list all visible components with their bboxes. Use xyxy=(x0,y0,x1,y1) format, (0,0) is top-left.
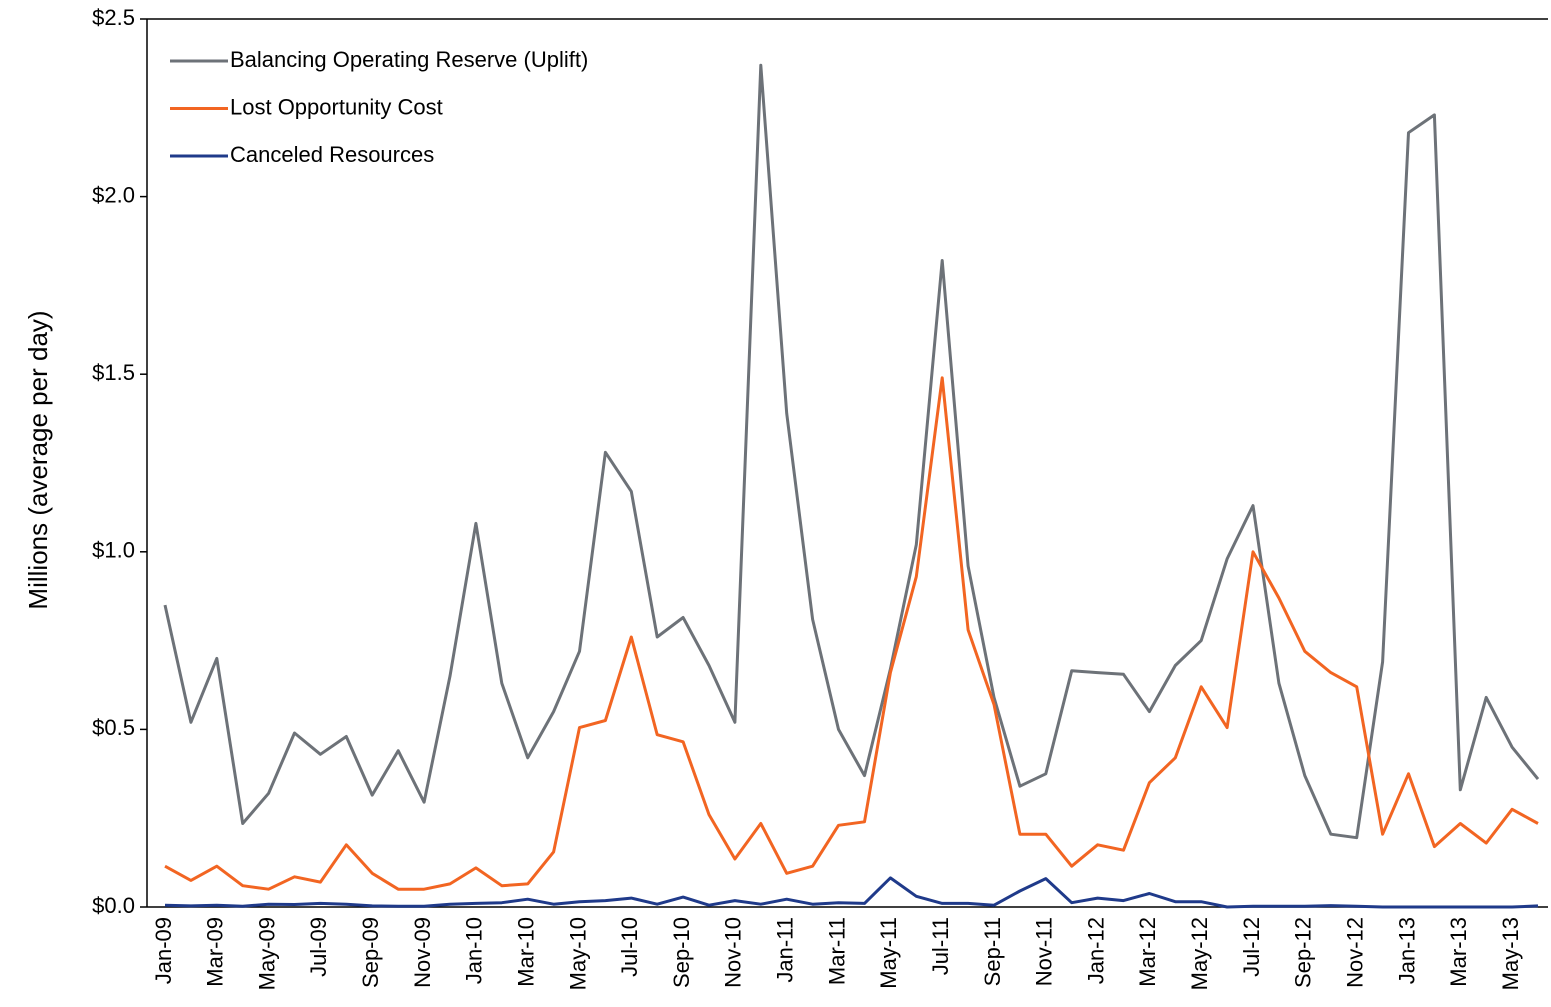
x-tick-label: Jan-11 xyxy=(773,917,798,983)
x-tick-label: Jul-09 xyxy=(306,917,331,977)
x-tick-label: Jan-10 xyxy=(462,917,487,984)
x-tick-label: Nov-11 xyxy=(1032,917,1057,986)
x-tick-label: Jul-11 xyxy=(928,917,953,975)
x-tick-label: Nov-12 xyxy=(1342,917,1367,988)
x-tick-label: May-11 xyxy=(876,917,901,989)
x-tick-label: Sep-09 xyxy=(358,917,383,988)
x-tick-label: Nov-10 xyxy=(721,917,746,988)
y-tick-label: $2.5 xyxy=(92,5,135,30)
y-tick-label: $2.0 xyxy=(92,182,135,207)
x-tick-label: Jul-12 xyxy=(1239,917,1264,977)
y-tick-label: $0.5 xyxy=(92,715,135,740)
x-tick-label: Sep-11 xyxy=(980,917,1005,986)
x-tick-label: May-10 xyxy=(565,917,590,990)
x-tick-label: May-09 xyxy=(254,917,279,990)
y-axis-title: Millions (average per day) xyxy=(23,310,53,609)
legend-label: Lost Opportunity Cost xyxy=(230,94,443,119)
series-line xyxy=(163,63,1540,840)
x-tick-label: Mar-11 xyxy=(824,917,849,985)
legend-label: Canceled Resources xyxy=(230,142,434,167)
x-tick-label: May-13 xyxy=(1498,917,1523,990)
x-tick-label: Sep-12 xyxy=(1291,917,1316,988)
y-tick-label: $1.5 xyxy=(92,360,135,385)
x-tick-label: Mar-12 xyxy=(1135,917,1160,987)
y-tick-label: $1.0 xyxy=(92,538,135,563)
x-tick-label: Jan-13 xyxy=(1394,917,1419,984)
x-tick-label: Mar-13 xyxy=(1446,917,1471,987)
series-line xyxy=(164,876,1539,909)
x-tick-label: May-12 xyxy=(1187,917,1212,990)
x-tick-label: Sep-10 xyxy=(669,917,694,988)
series-line xyxy=(164,376,1539,891)
x-tick-label: Jan-12 xyxy=(1083,917,1108,984)
x-tick-label: Nov-09 xyxy=(410,917,435,988)
x-tick-label: Mar-09 xyxy=(203,917,228,987)
y-tick-label: $0.0 xyxy=(92,893,135,918)
x-tick-label: Jan-09 xyxy=(151,917,176,984)
legend-label: Balancing Operating Reserve (Uplift) xyxy=(230,47,588,72)
x-tick-label: Jul-10 xyxy=(617,917,642,977)
x-tick-label: Mar-10 xyxy=(513,917,538,987)
